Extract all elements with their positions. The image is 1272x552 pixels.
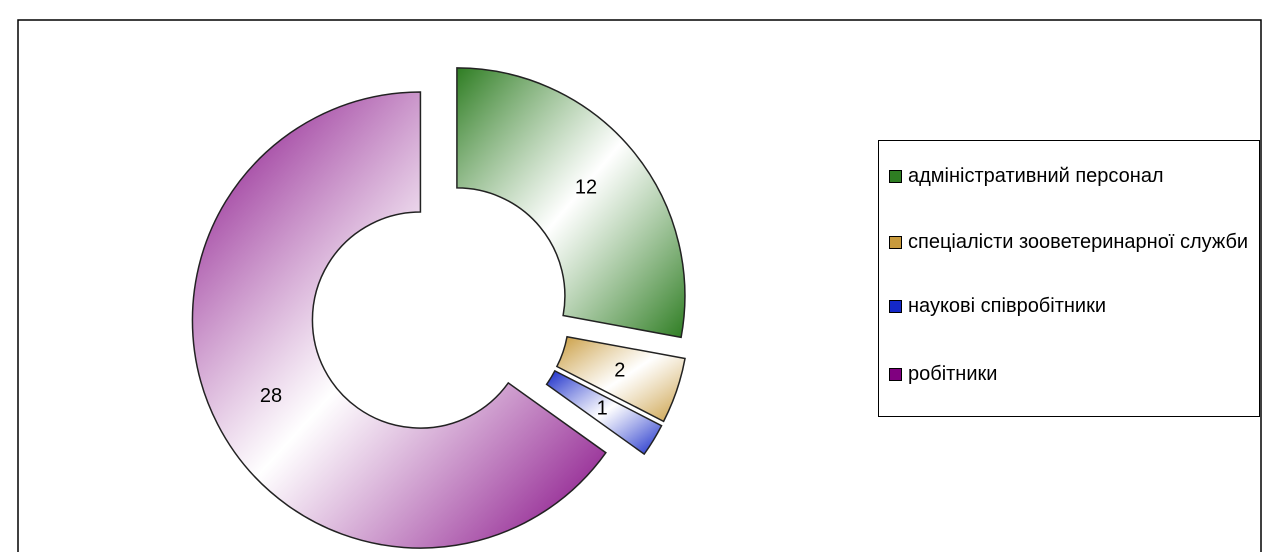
donut-slice: [191, 91, 607, 549]
legend-label: адміністративний персонал: [908, 165, 1164, 187]
legend-item: спеціалісти зооветеринарної служби: [889, 229, 1257, 255]
legend-swatch: [889, 170, 902, 183]
donut-slice: [545, 369, 663, 456]
legend-item: наукові співробітники: [889, 293, 1257, 319]
legend-swatch: [889, 300, 902, 313]
chart-frame: [17, 19, 1262, 552]
legend-swatch: [889, 368, 902, 381]
legend-swatch: [889, 236, 902, 249]
legend-item: робітники: [889, 361, 1257, 387]
legend-label: робітники: [908, 363, 998, 385]
data-label: 1: [597, 397, 608, 419]
donut-slice: [555, 335, 686, 423]
legend-label: спеціалісти зооветеринарної служби: [908, 231, 1249, 253]
donut-slice: [456, 67, 686, 339]
data-label: 12: [575, 177, 597, 199]
data-label: 2: [614, 360, 625, 382]
data-label: 28: [260, 385, 282, 407]
legend: адміністративний персонал спеціалісти зоо…: [878, 140, 1260, 417]
legend-item: адміністративний персонал: [889, 163, 1257, 189]
legend-label: наукові співробітники: [908, 295, 1107, 317]
